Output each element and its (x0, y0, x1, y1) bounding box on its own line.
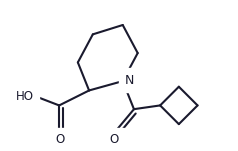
Text: HO: HO (16, 90, 34, 103)
Text: O: O (55, 133, 65, 146)
Text: O: O (110, 133, 119, 146)
Text: N: N (125, 74, 134, 87)
